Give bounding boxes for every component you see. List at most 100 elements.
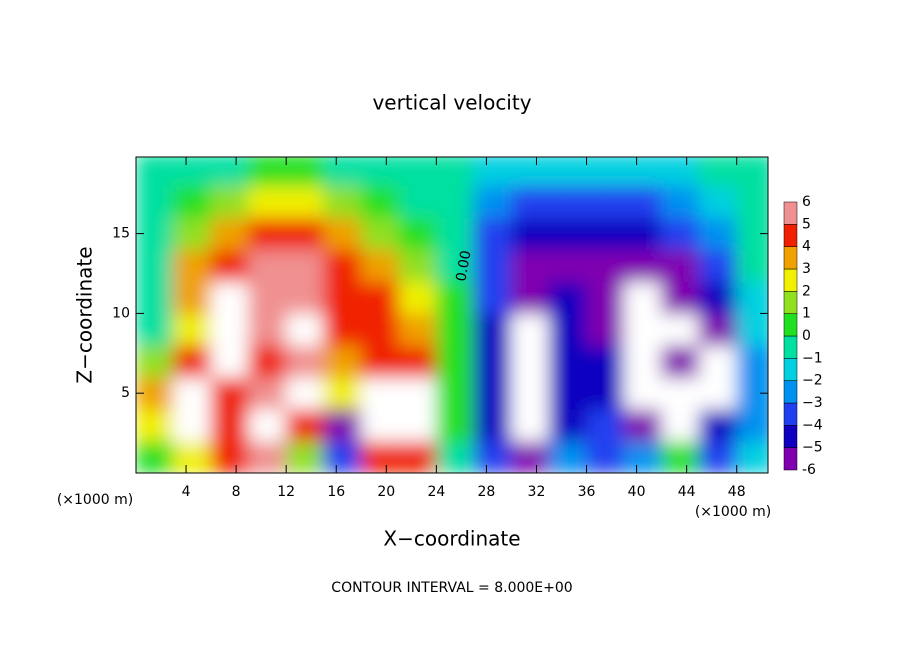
cell bbox=[736, 280, 768, 314]
colorbar-swatch bbox=[783, 425, 798, 448]
cell bbox=[510, 157, 550, 187]
cell bbox=[736, 440, 768, 473]
cell bbox=[173, 408, 212, 442]
cell bbox=[210, 157, 250, 187]
colorbar-swatch bbox=[783, 313, 798, 337]
colorbar-swatch bbox=[783, 291, 798, 314]
cell bbox=[548, 408, 588, 442]
cell bbox=[398, 217, 437, 251]
cell bbox=[510, 249, 550, 282]
colorbar-label: −2 bbox=[802, 373, 823, 389]
cell bbox=[323, 376, 362, 410]
cell bbox=[248, 440, 287, 473]
colorbar-swatch bbox=[783, 246, 798, 270]
cell bbox=[173, 217, 212, 251]
cell bbox=[248, 280, 287, 314]
cell bbox=[323, 344, 362, 378]
cell bbox=[398, 157, 437, 187]
cell bbox=[323, 312, 362, 346]
cell bbox=[586, 376, 625, 410]
cell bbox=[285, 185, 325, 219]
cell bbox=[623, 217, 663, 251]
cell bbox=[510, 344, 550, 378]
cell bbox=[736, 312, 768, 346]
x-tick-label: 40 bbox=[628, 484, 646, 500]
cell bbox=[136, 344, 175, 378]
cell bbox=[661, 249, 700, 282]
cell bbox=[736, 376, 768, 410]
y-tick-label: 10 bbox=[112, 305, 130, 321]
cell bbox=[136, 408, 175, 442]
cell bbox=[548, 280, 588, 314]
cell bbox=[360, 157, 400, 187]
cell bbox=[323, 157, 362, 187]
cell bbox=[360, 217, 400, 251]
cell bbox=[661, 376, 700, 410]
cell bbox=[210, 376, 250, 410]
cell bbox=[623, 408, 663, 442]
cell bbox=[360, 440, 400, 473]
x-axis-label: X−coordinate bbox=[383, 527, 520, 551]
cell bbox=[435, 280, 475, 314]
cell bbox=[210, 344, 250, 378]
cell bbox=[586, 249, 625, 282]
colorbar-label: −1 bbox=[802, 350, 823, 366]
cell bbox=[360, 344, 400, 378]
cell bbox=[736, 249, 768, 282]
cell bbox=[248, 312, 287, 346]
cell bbox=[698, 344, 738, 378]
colorbar-label: −5 bbox=[802, 440, 823, 456]
cell bbox=[248, 376, 287, 410]
cell bbox=[360, 280, 400, 314]
x-tick-label: 24 bbox=[427, 484, 445, 500]
cell bbox=[510, 440, 550, 473]
cell bbox=[586, 440, 625, 473]
y-tick-label: 15 bbox=[112, 226, 130, 242]
cell bbox=[210, 408, 250, 442]
cell bbox=[473, 408, 512, 442]
cell bbox=[473, 249, 512, 282]
cell bbox=[173, 344, 212, 378]
cell bbox=[323, 280, 362, 314]
cell bbox=[173, 376, 212, 410]
cell bbox=[210, 185, 250, 219]
cell bbox=[698, 217, 738, 251]
cell bbox=[661, 408, 700, 442]
cell bbox=[435, 440, 475, 473]
cell bbox=[623, 157, 663, 187]
cell bbox=[285, 376, 325, 410]
cell bbox=[661, 440, 700, 473]
y-axis-label: Z−coordinate bbox=[73, 246, 97, 383]
cell bbox=[661, 217, 700, 251]
cell bbox=[698, 440, 738, 473]
cell bbox=[210, 280, 250, 314]
cell bbox=[548, 185, 588, 219]
cell bbox=[586, 217, 625, 251]
cell bbox=[136, 157, 175, 187]
field bbox=[136, 157, 768, 473]
cell bbox=[435, 185, 475, 219]
cell bbox=[136, 185, 175, 219]
cell bbox=[360, 408, 400, 442]
x-tick-label: 12 bbox=[277, 484, 295, 500]
cell bbox=[210, 440, 250, 473]
cell bbox=[435, 376, 475, 410]
cell bbox=[548, 344, 588, 378]
cell bbox=[248, 157, 287, 187]
cell bbox=[698, 408, 738, 442]
colorbar-swatch bbox=[783, 358, 798, 381]
cell bbox=[210, 249, 250, 282]
cell bbox=[435, 312, 475, 346]
cell bbox=[623, 312, 663, 346]
cell bbox=[323, 408, 362, 442]
cell bbox=[173, 280, 212, 314]
cell bbox=[248, 185, 287, 219]
x-tick-label: 28 bbox=[478, 484, 496, 500]
cell bbox=[661, 185, 700, 219]
colorbar-swatch bbox=[783, 224, 798, 247]
cell bbox=[248, 408, 287, 442]
cell bbox=[285, 249, 325, 282]
cell bbox=[435, 217, 475, 251]
cell bbox=[210, 312, 250, 346]
colorbar-label: 2 bbox=[802, 283, 811, 299]
